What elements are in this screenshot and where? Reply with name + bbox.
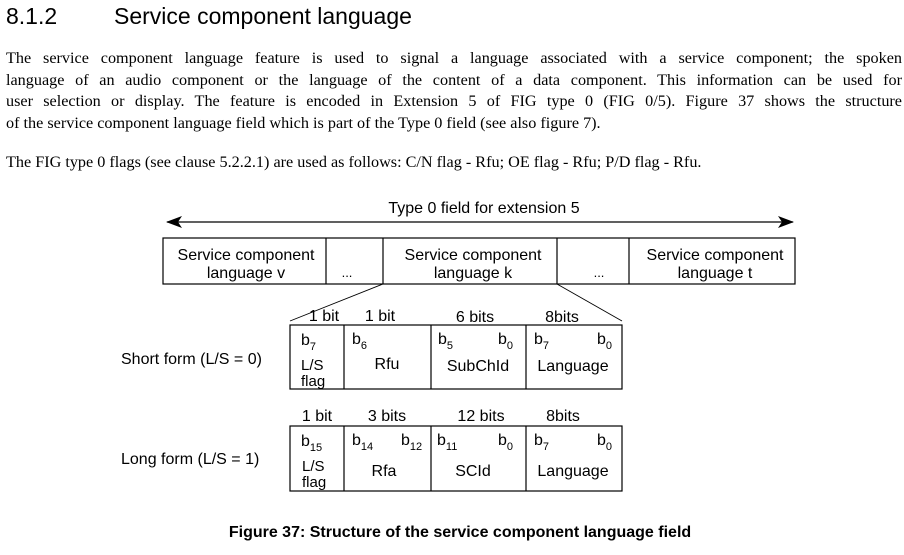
bit-index: b14 [352,432,373,453]
cell-t-line2: language t [678,265,753,282]
bit-index: b0 [498,331,513,352]
width-label: 8bits [546,408,580,425]
width-label: 1 bit [365,308,396,325]
paragraph-line: The FIG type 0 flags (see clause 5.2.2.1… [6,153,702,171]
cell-k-line2: language k [434,265,513,282]
width-label: 3 bits [368,408,406,425]
cell-t-line1: Service component [647,247,785,264]
width-label: 8bits [545,309,579,326]
width-label: 12 bits [457,408,504,425]
field-name: L/S [302,458,325,475]
width-label: 6 bits [456,309,494,326]
short-form-frame [289,324,623,390]
long-form-table [289,425,623,492]
ellipsis-1: ... [342,265,353,280]
field-name: SubChId [447,358,509,375]
bit-index: b6 [352,331,367,352]
bit-index: b15 [301,433,322,454]
field-row [162,237,796,285]
field-row-frame [162,237,796,285]
intro-paragraph: The service component language feature i… [6,48,902,134]
section-title: Service component language [114,3,412,29]
cell-v-line2: language v [207,265,285,282]
bit-index: b0 [597,432,612,453]
field-name: L/S [301,357,324,374]
bit-index: b11 [437,432,457,453]
figure-caption: Figure 37: Structure of the service comp… [228,524,692,541]
bit-index: b7 [534,331,549,352]
paragraph-line: of the service component language field … [6,113,601,132]
field-name: flag [302,474,326,491]
expansion-lines [289,283,623,322]
section-heading: 8.1.2 Service component language [6,0,412,32]
field-name: flag [301,373,325,390]
bit-index: b7 [301,332,316,353]
section-number: 8.1.2 [6,3,58,29]
flags-paragraph: The FIG type 0 flags (see clause 5.2.2.1… [6,152,902,174]
cell-k-line1: Service component [405,247,543,264]
width-label: 1 bit [309,308,340,325]
bit-index: b12 [401,432,422,453]
paragraph-line: The service component language feature i… [6,49,902,67]
field-name: Rfa [372,463,397,480]
paragraph-line: language of an audio component or the la… [6,70,902,89]
bit-index: b7 [534,432,549,453]
field-title: Type 0 field for extension 5 [388,200,579,217]
long-form-frame [289,425,623,492]
bit-index: b0 [597,331,612,352]
ellipsis-2: ... [594,265,605,280]
field-name: SCId [455,463,491,480]
width-label: 1 bit [302,408,333,425]
field-name: Rfu [375,356,400,373]
paragraph-line: user selection or display. The feature i… [6,92,902,110]
field-name: Language [537,358,608,375]
cell-v-line1: Service component [178,247,316,264]
bit-index: b0 [498,432,513,453]
field-name: Language [537,463,608,480]
bit-index: b5 [438,331,453,352]
short-form-label: Short form (L/S = 0) [121,351,262,368]
long-form-label: Long form (L/S = 1) [121,451,259,468]
short-form-table [289,324,623,390]
